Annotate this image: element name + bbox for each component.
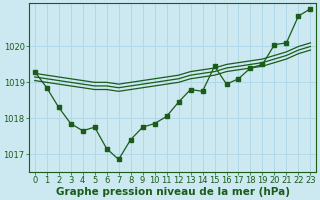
X-axis label: Graphe pression niveau de la mer (hPa): Graphe pression niveau de la mer (hPa) (56, 187, 290, 197)
